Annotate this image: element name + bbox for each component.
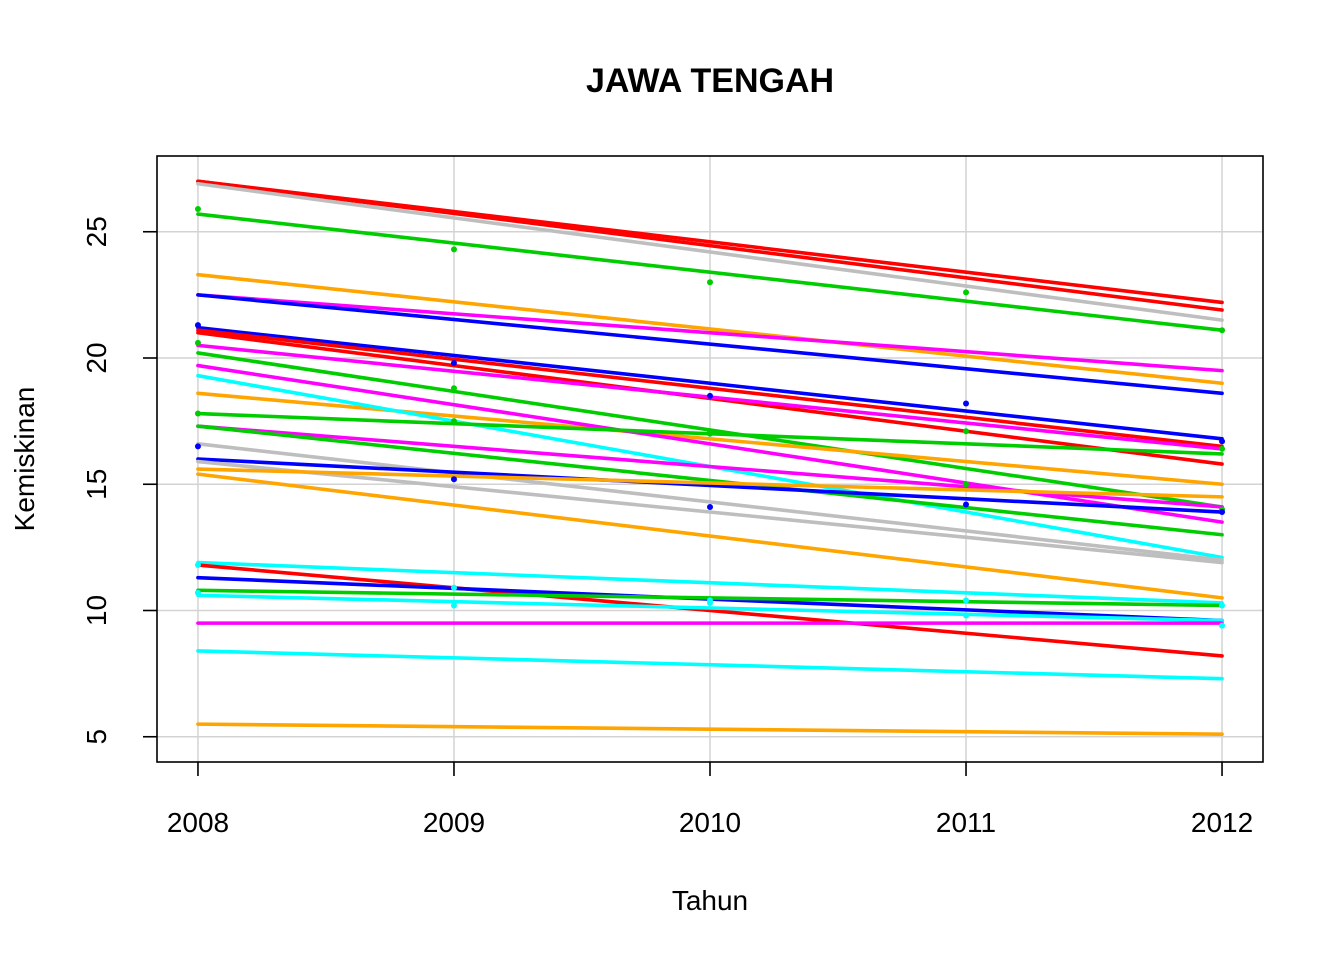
data-point xyxy=(194,410,201,417)
data-point xyxy=(963,400,970,407)
data-point xyxy=(963,597,970,604)
trend-lines xyxy=(196,179,1224,737)
data-point xyxy=(194,206,201,213)
data-point xyxy=(963,428,970,435)
trend-line xyxy=(196,293,1224,373)
trend-line xyxy=(196,424,1224,537)
data-point xyxy=(1219,602,1226,609)
data-point xyxy=(707,597,713,604)
data-point xyxy=(450,584,457,591)
data-point xyxy=(450,602,457,609)
x-tick-label: 2011 xyxy=(936,807,996,838)
trend-line xyxy=(196,272,1224,386)
y-axis-label: Kemiskinan xyxy=(9,387,40,532)
trend-line xyxy=(196,442,1224,562)
trend-line xyxy=(196,459,1224,565)
data-point xyxy=(1219,327,1226,334)
x-tick-label: 2009 xyxy=(423,807,485,838)
trend-line xyxy=(196,649,1224,681)
data-point xyxy=(450,476,457,483)
trend-line xyxy=(196,179,1224,312)
trend-line xyxy=(196,363,1224,524)
data-point xyxy=(1219,622,1226,629)
data-point xyxy=(707,279,713,286)
data-point xyxy=(1219,509,1226,516)
y-axis: 5 10 15 20 25 xyxy=(81,216,157,745)
trend-line xyxy=(196,325,1224,441)
data-point xyxy=(450,418,457,425)
y-tick-label: 20 xyxy=(81,342,112,373)
trend-line xyxy=(196,467,1224,499)
data-point xyxy=(194,562,201,569)
trend-line xyxy=(196,560,1224,605)
data-point xyxy=(963,481,970,488)
data-point xyxy=(707,503,713,510)
x-axis-label: Tahun xyxy=(672,885,748,916)
data-point xyxy=(450,385,457,392)
data-point xyxy=(450,246,457,253)
trend-line xyxy=(196,457,1224,514)
data-point xyxy=(194,339,201,346)
data-point xyxy=(1219,438,1226,445)
x-tick-label: 2010 xyxy=(679,807,741,838)
y-tick-label: 5 xyxy=(81,729,112,745)
y-tick-label: 25 xyxy=(81,216,112,247)
data-point xyxy=(450,360,457,367)
data-point xyxy=(963,612,970,619)
trend-line xyxy=(196,722,1224,737)
trend-line xyxy=(196,293,1224,396)
y-tick-label: 10 xyxy=(81,595,112,626)
data-points xyxy=(194,206,1226,629)
trend-line xyxy=(196,212,1224,333)
y-tick-label: 15 xyxy=(81,469,112,500)
trend-line xyxy=(196,563,1224,658)
data-point xyxy=(707,392,713,399)
trend-line xyxy=(196,328,1224,449)
trend-line xyxy=(196,181,1224,322)
data-point xyxy=(1219,445,1226,452)
x-tick-label: 2008 xyxy=(167,807,229,838)
data-point xyxy=(194,443,201,450)
data-point xyxy=(194,589,201,596)
trend-line xyxy=(196,593,1224,623)
data-point xyxy=(194,322,201,329)
x-tick-label: 2012 xyxy=(1191,807,1253,838)
trend-line xyxy=(196,391,1224,487)
x-axis: 2008 2009 2010 2011 2012 xyxy=(167,762,1253,838)
chart-title: JAWA TENGAH xyxy=(586,62,834,100)
data-point xyxy=(963,289,970,296)
data-point xyxy=(707,428,713,435)
data-point xyxy=(963,501,970,508)
trend-line xyxy=(196,472,1224,600)
